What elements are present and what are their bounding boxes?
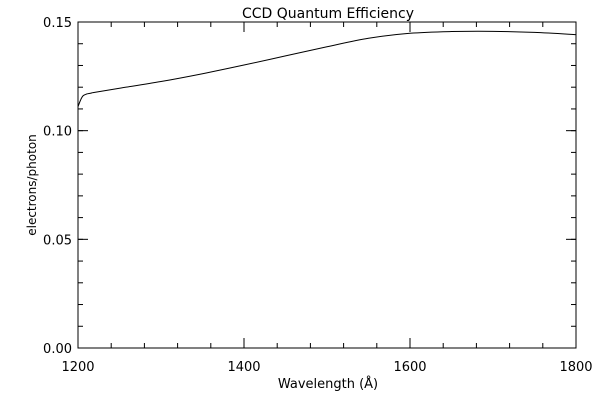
qe-curve xyxy=(77,30,577,107)
y-tick-label: 0.00 xyxy=(43,342,72,357)
chart-title: CCD Quantum Efficiency xyxy=(242,6,414,22)
y-tick-label: 0.15 xyxy=(43,16,72,31)
y-tick-label: 0.05 xyxy=(43,233,72,248)
plot-frame xyxy=(77,21,577,349)
y-axis-label: electrons/photon xyxy=(25,134,39,236)
x-tick-label: 1600 xyxy=(393,360,426,375)
x-tick-label: 1800 xyxy=(559,360,592,375)
x-axis-label: Wavelength (Å) xyxy=(278,376,378,392)
y-tick-label: 0.10 xyxy=(43,125,72,140)
x-tick-label: 1200 xyxy=(61,360,94,375)
tick-labels: 1200 1400 1600 1800 0.00 0.05 0.10 0.15 xyxy=(43,16,593,375)
x-tick-label: 1400 xyxy=(227,360,260,375)
tick-marks xyxy=(77,21,577,349)
